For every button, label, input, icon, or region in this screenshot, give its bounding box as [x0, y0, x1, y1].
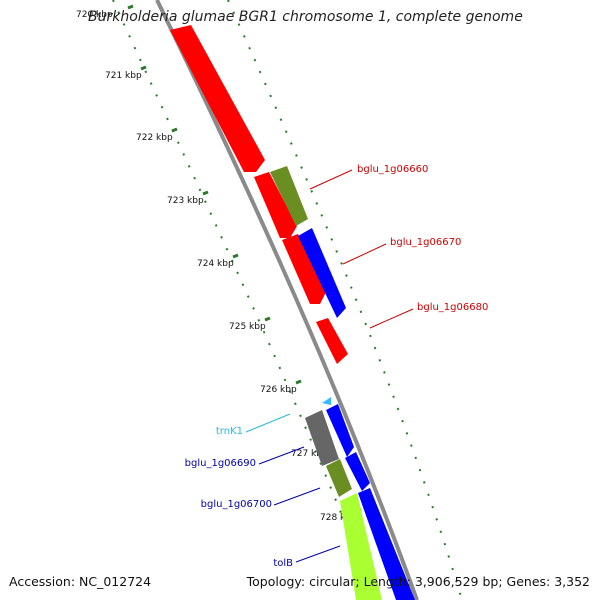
gene-label: trnK1: [216, 426, 243, 437]
scale-tick-label: 723 kbp: [167, 196, 204, 206]
gene-label: bglu_1g06660: [357, 164, 428, 175]
scale-tick-label: 721 kbp: [105, 71, 142, 81]
scale-tick: [127, 4, 134, 10]
gene-arrow-f1: [170, 25, 265, 172]
scale-tick-label: 727 kbp: [291, 449, 328, 459]
scale-ring-outer: [227, 0, 463, 600]
gene-arrow-f13: [358, 488, 415, 600]
scale-tick: [295, 379, 302, 385]
scale-tick-label: 726 kbp: [260, 385, 297, 395]
gene-label: tolB: [273, 558, 293, 569]
scale-tick-label: 725 kbp: [229, 322, 266, 332]
gene-arrow-f2: [254, 172, 297, 238]
gene-arrow-f6: [316, 318, 348, 364]
gene-label: bglu_1g06680: [417, 302, 488, 313]
scale-tick: [171, 127, 178, 133]
gene-leader-line: [309, 169, 353, 190]
gene-arrow-f5: [298, 228, 346, 318]
scale-tick-label: 724 kbp: [197, 259, 234, 269]
gene-arrow-f12: [340, 493, 382, 600]
scale-tick-label: 720 kbp: [76, 10, 113, 20]
accession-text: Accession: NC_012724: [9, 574, 152, 589]
gene-arrow-f4: [282, 234, 327, 304]
scale-tick-label: 728 kbp: [320, 513, 357, 523]
scale-tick: [264, 316, 271, 322]
gene-arrow-f8: [305, 410, 339, 466]
gene-arrow-f7: [322, 397, 331, 405]
gene-arrow-f3: [270, 166, 308, 226]
gene-leader-line: [342, 243, 387, 265]
gene-arrow-f11: [345, 452, 370, 491]
scale-tick: [140, 65, 147, 71]
scale-tick: [232, 253, 239, 259]
scale-tick: [202, 190, 209, 196]
scale-tick-label: 722 kbp: [136, 133, 173, 143]
gene-label: bglu_1g06700: [201, 499, 272, 510]
genome-summary-text: Topology: circular; Length: 3,906,529 bp…: [246, 574, 590, 589]
gene-leader-line: [245, 413, 291, 433]
gene-leader-line: [273, 487, 321, 506]
gene-arrow-f9: [326, 404, 354, 457]
gene-leader-line: [295, 545, 341, 563]
gene-leader-line: [369, 308, 414, 329]
gene-arrow-f10: [326, 459, 352, 497]
gene-label: bglu_1g06690: [185, 458, 256, 469]
gene-leader-line: [258, 446, 305, 465]
map-title: Burkholderia glumae BGR1 chromosome 1, c…: [88, 9, 523, 25]
gene-label: bglu_1g06670: [390, 237, 461, 248]
